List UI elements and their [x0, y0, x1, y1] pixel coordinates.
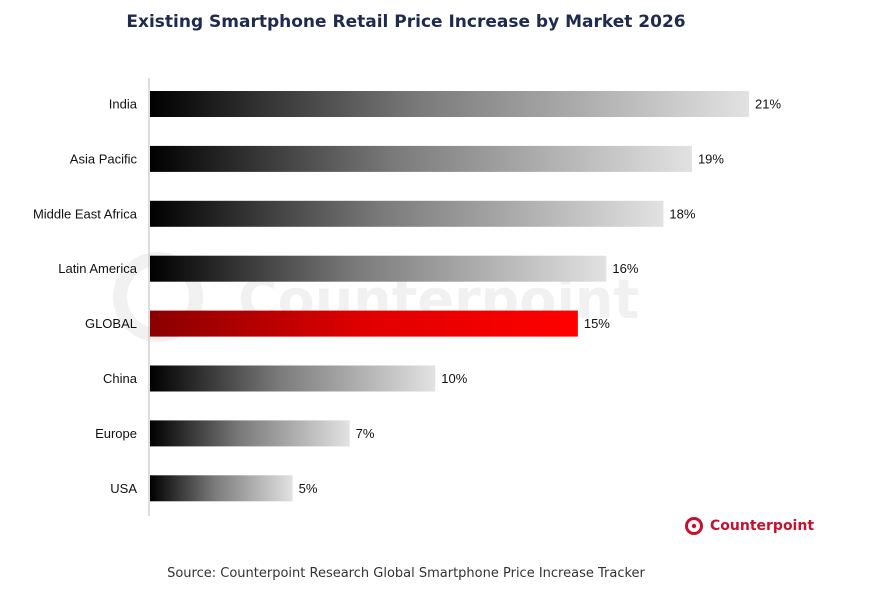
value-label-middle-east-africa: 18%: [669, 206, 695, 221]
category-label-middle-east-africa: Middle East Africa: [33, 206, 138, 221]
bar-china: [150, 365, 436, 392]
bar-india: [150, 91, 749, 117]
value-label-asia-pacific: 19%: [698, 151, 724, 166]
chart-title: Existing Smartphone Retail Price Increas…: [126, 12, 686, 32]
counterpoint-logo-icon: [685, 517, 703, 535]
bar-global: [150, 310, 578, 337]
value-label-usa: 5%: [299, 481, 318, 496]
category-label-china: China: [103, 371, 138, 386]
value-label-india: 21%: [755, 97, 781, 112]
logo-text: Counterpoint: [710, 518, 815, 534]
counterpoint-logo: Counterpoint: [684, 516, 814, 536]
category-label-usa: USA: [110, 481, 137, 496]
source-note: Source: Counterpoint Research Global Sma…: [167, 566, 645, 581]
value-label-latin-america: 16%: [612, 261, 638, 276]
bar-middle-east-africa: [150, 200, 664, 227]
bar-latin-america: [150, 255, 607, 282]
value-label-europe: 7%: [356, 426, 375, 441]
bar-usa: [150, 475, 293, 502]
bar-europe: [150, 420, 350, 447]
value-label-global: 15%: [584, 316, 610, 331]
value-label-china: 10%: [441, 371, 467, 386]
category-label-latin-america: Latin America: [58, 261, 138, 276]
category-label-europe: Europe: [95, 426, 137, 441]
bar-asia-pacific: [150, 145, 692, 172]
category-label-asia-pacific: Asia Pacific: [70, 151, 138, 166]
category-label-india: India: [109, 97, 138, 112]
category-label-global: GLOBAL: [85, 316, 137, 331]
